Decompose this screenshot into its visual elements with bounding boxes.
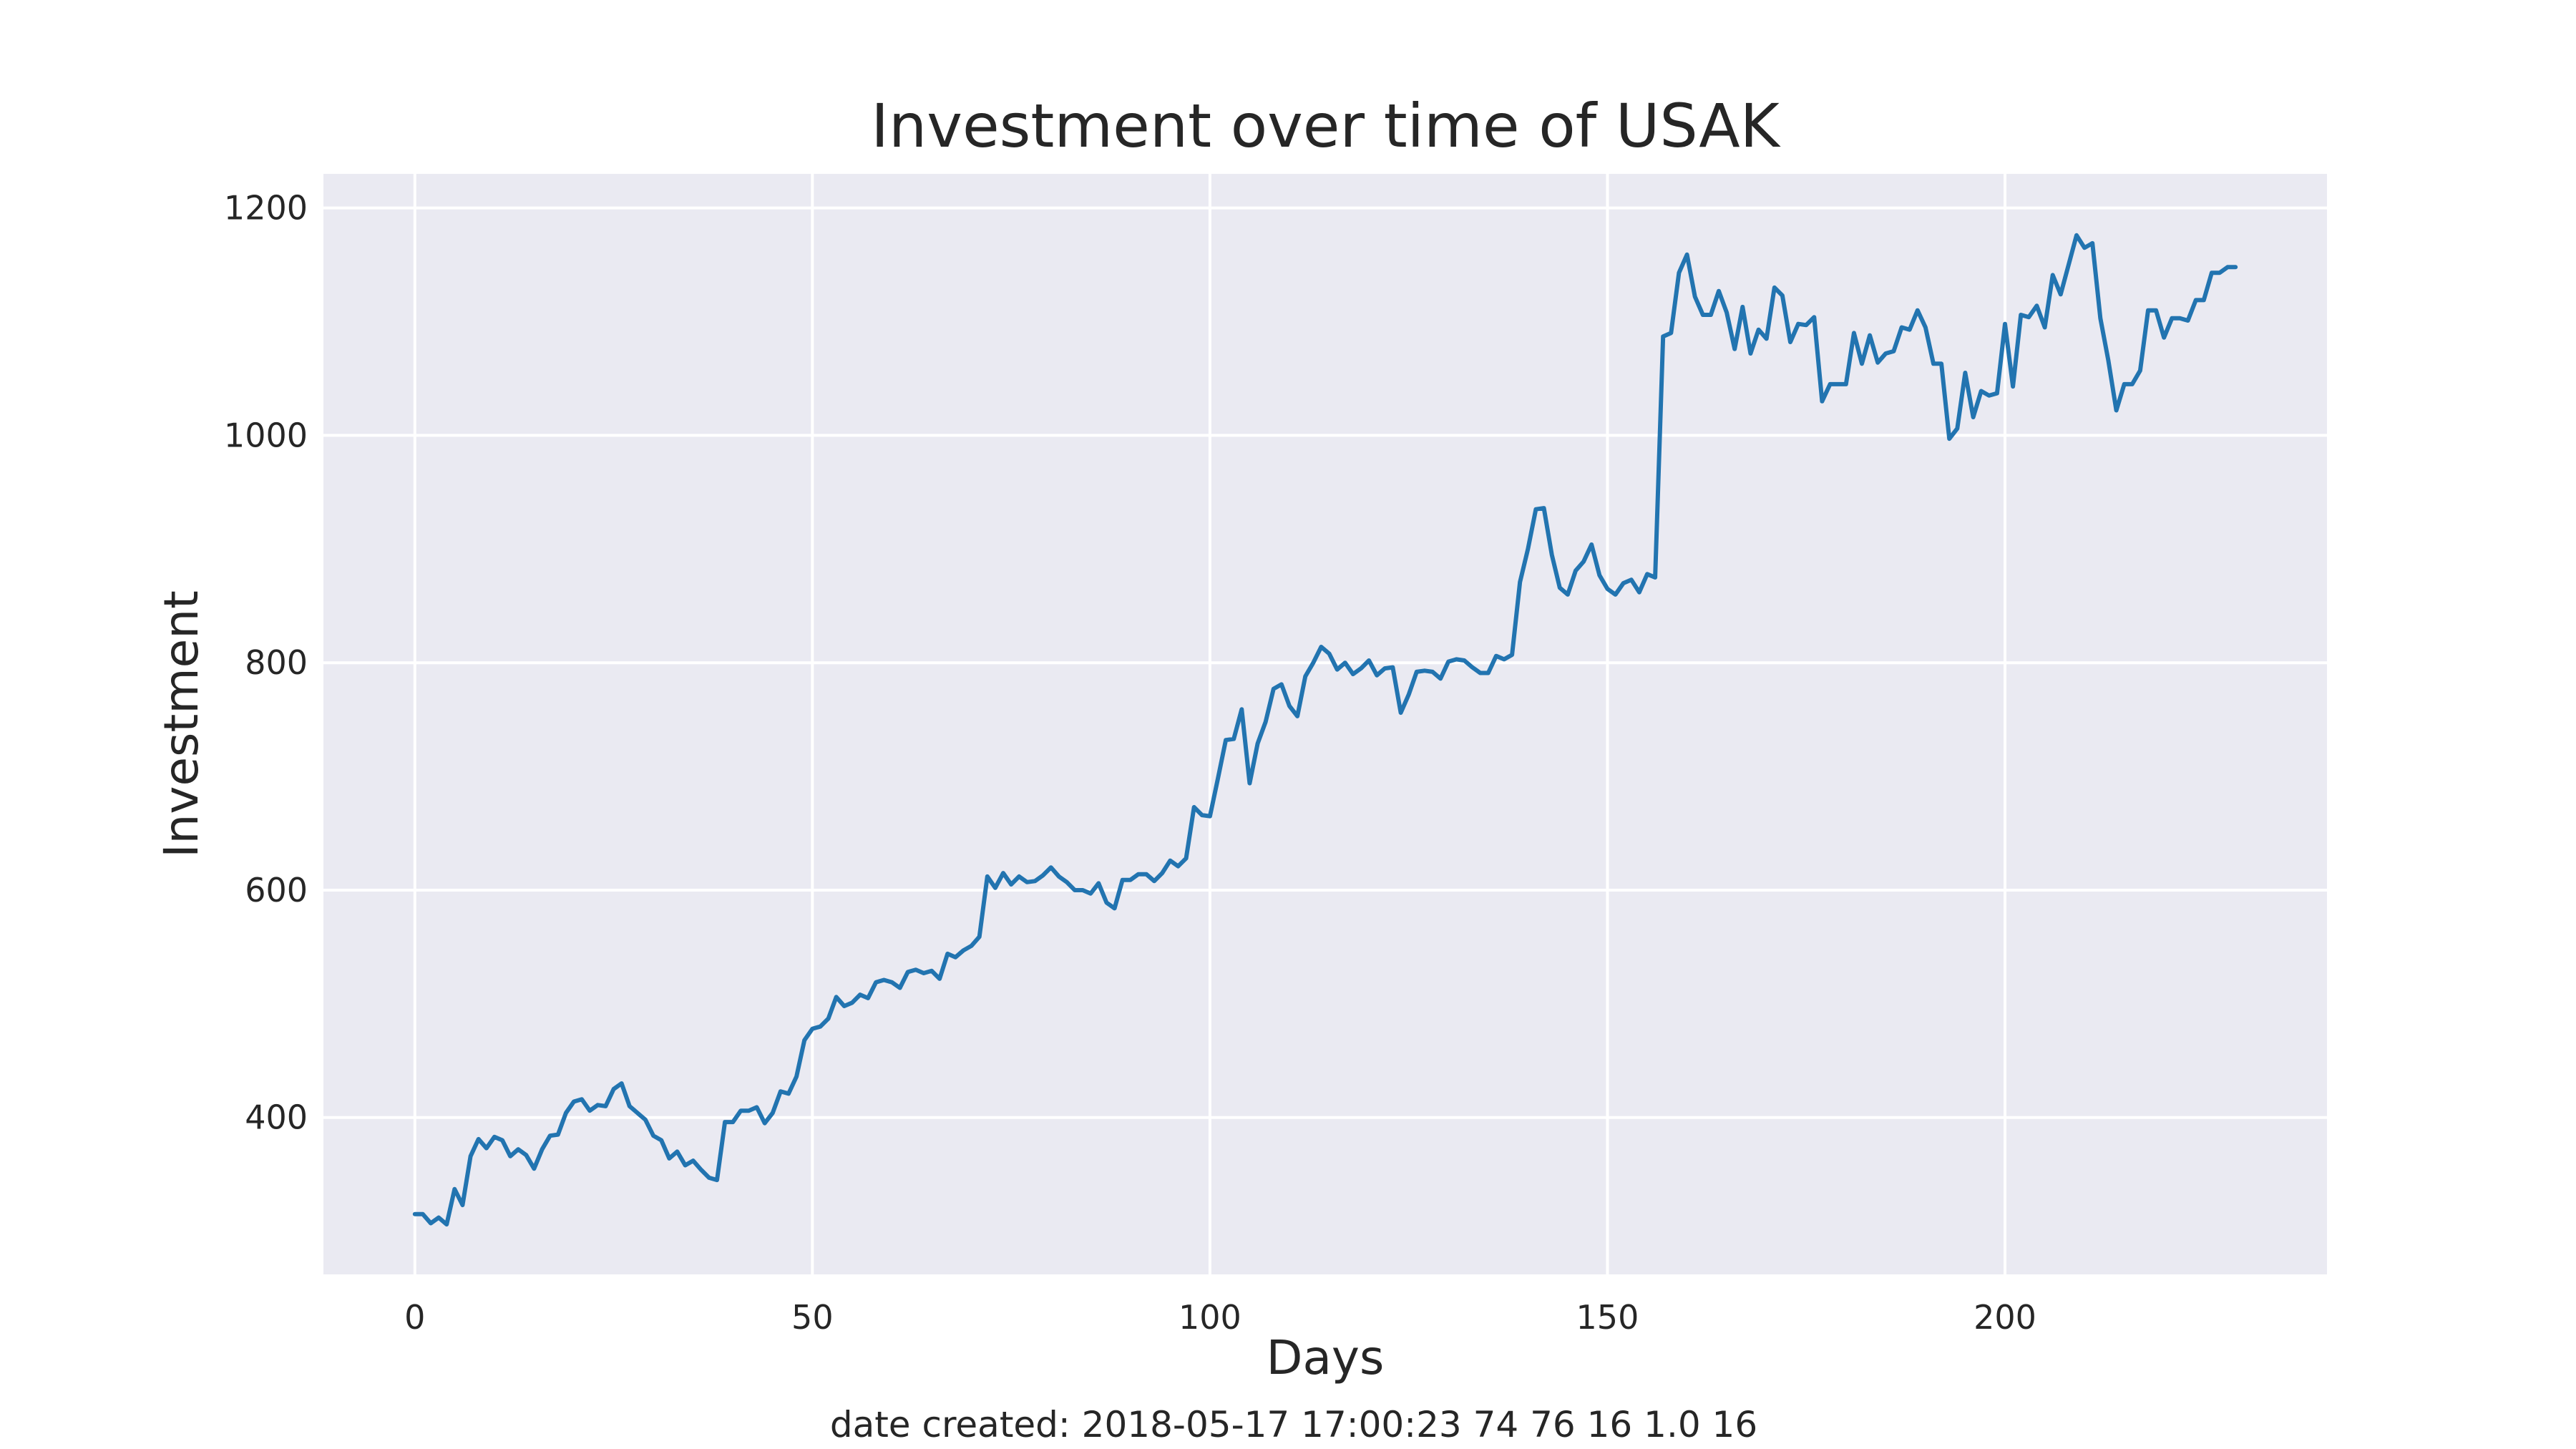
x-tick-label: 200: [1974, 1298, 2036, 1337]
y-gridlines: [323, 206, 2327, 1119]
series-line: [412, 233, 2238, 1227]
date-created-footer: date created: 2018-05-17 17:00:23 74 76 …: [830, 1404, 1757, 1445]
x-axis-label: Days: [1267, 1330, 1385, 1385]
x-gridlines: [413, 174, 2006, 1274]
x-tick-label: 100: [1179, 1298, 1241, 1337]
chart-title: Investment over time of USAK: [871, 91, 1780, 161]
x-tick-labels: 0 50 100 150 200: [404, 1298, 2036, 1337]
plot-area: [323, 174, 2327, 1274]
y-tick-labels: 400 600 800 1000 1200: [224, 189, 308, 1137]
x-tick-label: 50: [791, 1298, 834, 1337]
x-tick-label: 0: [404, 1298, 425, 1337]
y-tick-label: 1000: [224, 416, 308, 454]
y-tick-label: 800: [245, 643, 308, 682]
y-tick-label: 1200: [224, 189, 308, 228]
x-tick-label: 150: [1576, 1298, 1639, 1337]
y-axis-label: Investment: [154, 590, 209, 858]
y-tick-label: 400: [245, 1098, 308, 1137]
y-tick-label: 600: [245, 871, 308, 909]
